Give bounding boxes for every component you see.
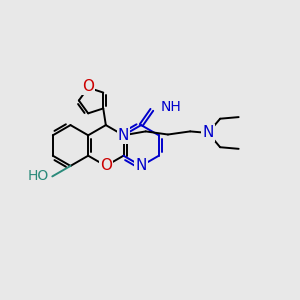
Text: O: O — [100, 158, 112, 173]
Text: N: N — [202, 125, 214, 140]
Text: N: N — [136, 158, 147, 173]
Text: NH: NH — [160, 100, 181, 115]
Text: N: N — [118, 128, 129, 143]
Text: O: O — [82, 79, 94, 94]
Text: HO: HO — [28, 169, 49, 183]
